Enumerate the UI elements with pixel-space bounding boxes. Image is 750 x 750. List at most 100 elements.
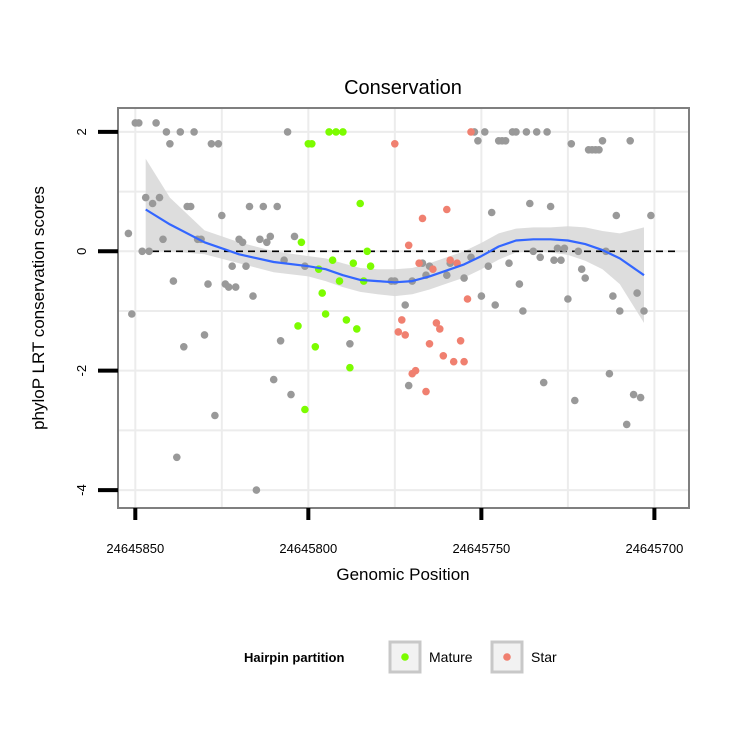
data-points: [124, 119, 655, 494]
point-other: [263, 238, 271, 247]
point-other: [252, 486, 261, 494]
point-other: [477, 292, 486, 300]
point-other: [460, 274, 468, 282]
legend-key-star-dot: [503, 653, 511, 661]
point-other: [536, 253, 544, 262]
point-mature: [321, 310, 330, 318]
point-other: [560, 244, 569, 253]
point-other: [605, 369, 614, 378]
point-star: [429, 265, 437, 274]
point-star: [436, 325, 444, 333]
legend-label-mature: Mature: [429, 649, 473, 665]
point-star: [439, 352, 448, 360]
point-star: [418, 214, 427, 223]
point-star: [443, 205, 451, 214]
point-star: [391, 140, 399, 148]
point-other: [595, 146, 603, 154]
panel-border: [117, 107, 690, 509]
point-mature: [308, 140, 316, 148]
point-star: [460, 357, 468, 366]
point-other: [276, 337, 285, 345]
point-star: [415, 259, 423, 268]
point-star: [398, 316, 406, 324]
point-star: [411, 366, 420, 375]
point-other: [526, 199, 534, 208]
point-other: [550, 256, 558, 265]
point-other: [577, 265, 586, 274]
point-other: [155, 193, 164, 202]
y-axis-label: phyloP LRT conservation scores: [29, 186, 48, 430]
point-other: [159, 235, 167, 244]
point-mature: [342, 316, 351, 324]
point-other: [173, 453, 181, 462]
point-star: [432, 319, 441, 327]
point-other: [505, 259, 513, 268]
legend-key-mature-box: [388, 640, 422, 674]
point-other: [141, 193, 150, 202]
point-other: [176, 128, 185, 136]
x-tick-label: 24645800: [279, 541, 337, 556]
point-star: [404, 241, 413, 250]
point-mature: [294, 322, 302, 330]
point-other: [266, 232, 275, 241]
confidence-band: [145, 158, 644, 323]
legend-key-mature-dot: [401, 653, 409, 661]
point-other: [529, 247, 538, 256]
point-star: [463, 295, 472, 303]
point-other: [148, 199, 157, 208]
legend-title: Hairpin partition: [244, 650, 344, 665]
x-axis-label: Genomic Position: [336, 565, 469, 584]
point-other: [622, 420, 631, 429]
point-other: [519, 307, 527, 315]
point-other: [401, 301, 410, 309]
point-other: [574, 247, 583, 256]
point-star: [425, 340, 434, 348]
point-other: [629, 390, 638, 399]
point-other: [128, 310, 136, 318]
point-other: [180, 343, 188, 351]
point-other: [256, 235, 264, 244]
chart-title: Conservation: [344, 77, 462, 99]
point-other: [190, 128, 198, 136]
point-other: [204, 280, 212, 288]
point-other: [567, 140, 576, 148]
point-other: [346, 340, 354, 348]
point-other: [214, 140, 223, 148]
point-other: [211, 411, 219, 420]
point-other: [522, 128, 531, 136]
point-mature: [356, 199, 365, 208]
point-other: [186, 202, 195, 211]
point-star: [401, 331, 410, 339]
point-other: [616, 307, 624, 315]
point-mature: [301, 405, 309, 414]
point-mature: [353, 325, 361, 333]
point-mature: [349, 259, 358, 268]
y-tick-label: -4: [74, 484, 89, 496]
point-other: [474, 137, 482, 145]
point-other: [145, 247, 153, 256]
point-mature: [335, 277, 344, 285]
point-star: [446, 256, 455, 265]
point-other: [636, 393, 645, 402]
point-other: [512, 128, 520, 136]
loess-smooth-line: [145, 208, 645, 284]
point-other: [501, 137, 510, 145]
point-mature: [297, 238, 306, 247]
point-other: [481, 128, 489, 136]
gridlines: [118, 108, 689, 508]
confidence-ribbon: [145, 158, 644, 323]
point-other: [546, 202, 555, 211]
point-other: [515, 280, 524, 288]
point-other: [609, 292, 617, 300]
point-other: [571, 396, 579, 405]
smooth-line: [145, 208, 645, 284]
point-other: [557, 256, 565, 265]
point-star: [456, 337, 465, 345]
x-tick-label: 24645850: [106, 541, 164, 556]
point-mature: [311, 343, 320, 351]
legend-label-star: Star: [531, 649, 557, 665]
y-tick-label: -2: [74, 365, 89, 377]
point-other: [249, 292, 257, 300]
point-other: [245, 202, 254, 211]
